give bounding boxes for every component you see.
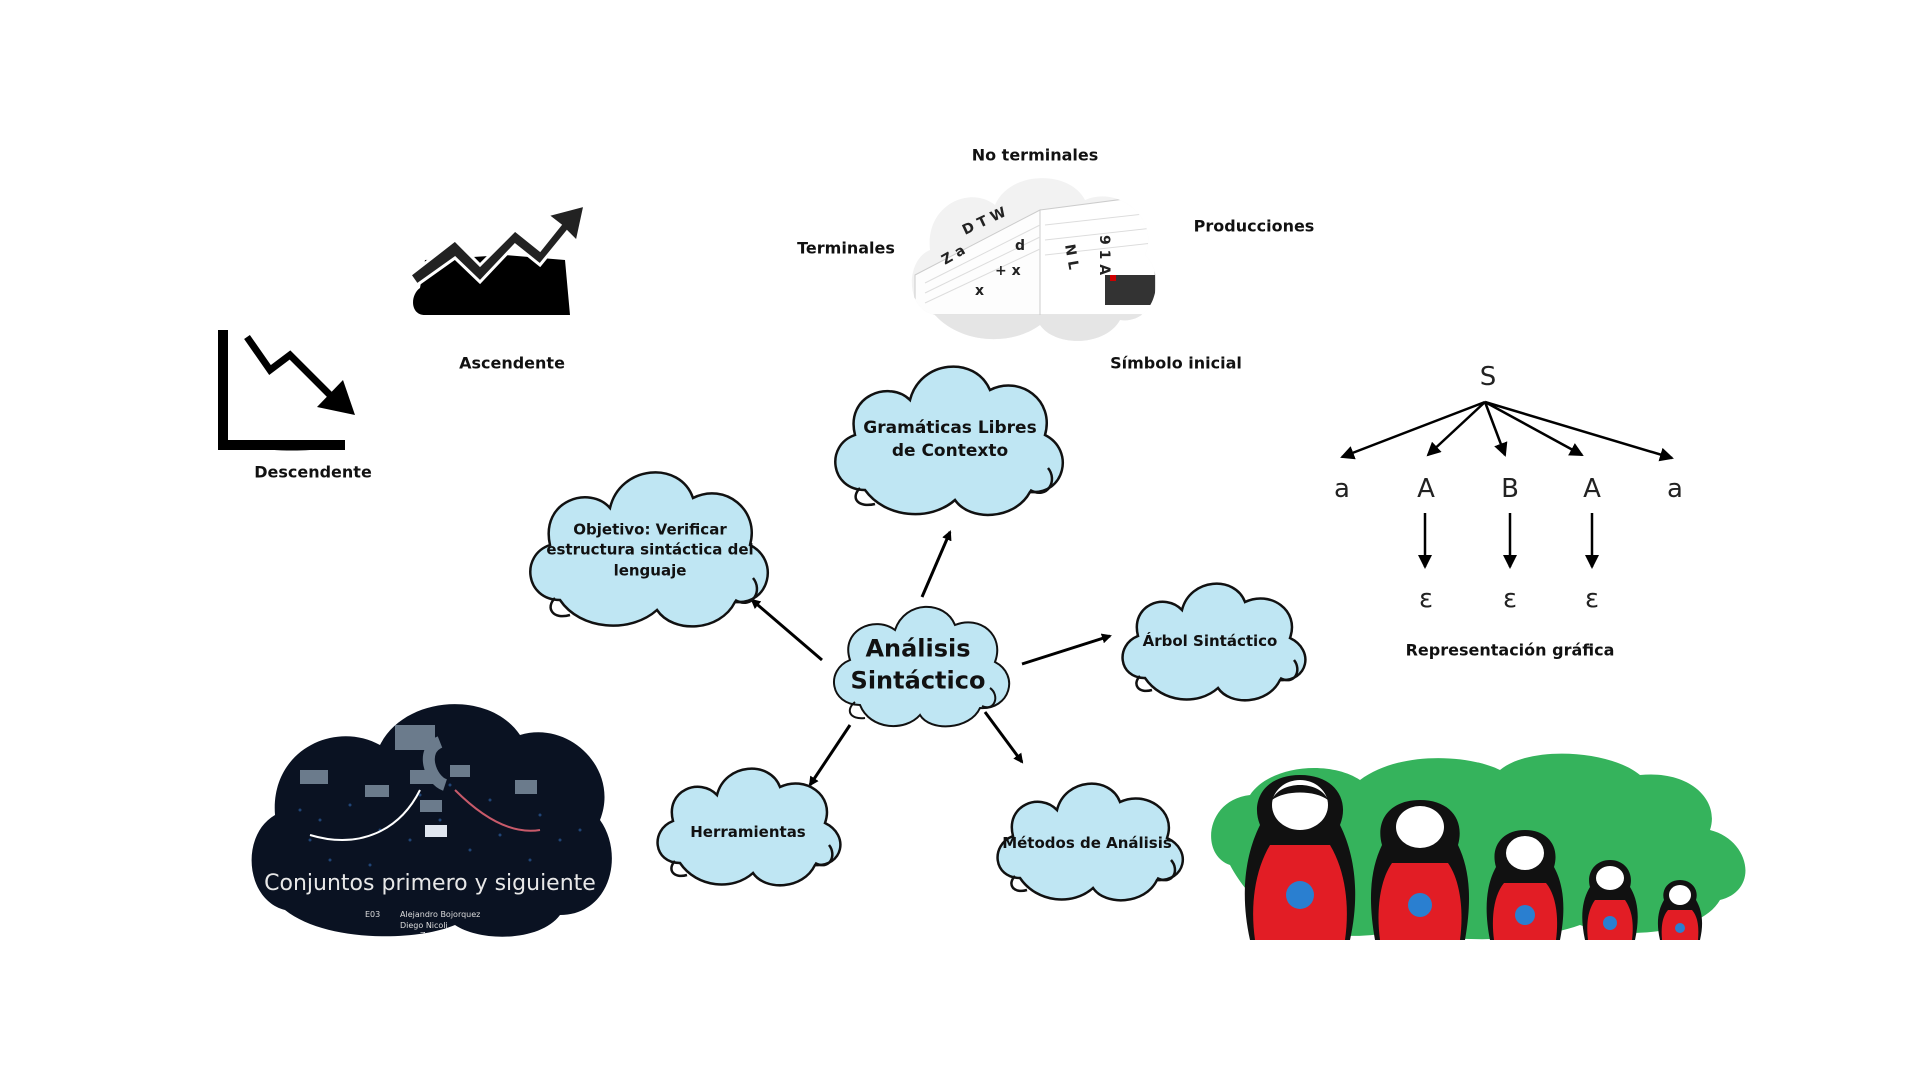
label-terminales: Terminales <box>797 238 895 258</box>
doll <box>1486 830 1564 940</box>
label-no-terminales: No terminales <box>971 145 1099 165</box>
doll <box>1370 800 1470 940</box>
slide-author: Alejandro Bojorquez <box>400 910 480 919</box>
herramientas-cloud <box>656 767 842 887</box>
tree-epsilon: ε <box>1419 584 1433 614</box>
parse-tree-diagram: S a A B A a ε ε ε <box>1334 362 1683 614</box>
svg-text:d: d <box>1015 238 1025 254</box>
doll <box>1657 880 1703 940</box>
slide-title: Conjuntos primero y siguiente <box>264 871 596 896</box>
arrow-to-gramaticas <box>920 530 952 598</box>
arrow-to-objetivo <box>750 598 823 662</box>
objetivo-label: Objetivo: Verificar estructura sintáctica… <box>546 520 754 580</box>
gramaticas-cloud <box>834 365 1064 517</box>
tree-root: S <box>1480 362 1497 392</box>
center-cloud <box>833 605 1011 728</box>
center-title: Análisis Sintáctico <box>850 634 986 695</box>
label-producciones: Producciones <box>1193 216 1315 236</box>
arbol-label: Árbol Sintáctico <box>1142 631 1278 650</box>
tree-child: A <box>1417 474 1435 504</box>
book-letters-image: D T W Z a + x N L 9 1 A d x <box>911 178 1157 341</box>
objetivo-cloud <box>529 471 769 628</box>
tree-epsilon: ε <box>1503 584 1517 614</box>
gramaticas-label: Gramáticas Libres de Contexto <box>863 418 1037 461</box>
conjuntos-slide-image: Conjuntos primero y siguiente E03 Alejan… <box>251 704 612 940</box>
label-ascendente: Ascendente <box>459 353 565 373</box>
label-descendente: Descendente <box>254 462 372 482</box>
metodos-cloud <box>996 782 1185 902</box>
svg-text:N L: N L <box>1061 243 1081 271</box>
descending-chart-icon <box>218 330 355 451</box>
doll <box>1244 775 1356 940</box>
arrow-to-arbol <box>1021 633 1112 666</box>
arrow-to-herramientas <box>808 724 852 787</box>
metodos-label: Métodos de Análisis <box>1002 833 1172 852</box>
label-representacion-grafica: Representación gráfica <box>1405 640 1615 660</box>
herramientas-label: Herramientas <box>690 822 806 841</box>
slide-code: E03 <box>365 910 380 919</box>
label-simbolo-inicial: Símbolo inicial <box>1110 353 1242 373</box>
slide-author: Zapata <box>420 931 449 940</box>
slide-author: Diego Nicoli <box>400 921 448 930</box>
svg-text:x: x <box>975 283 984 299</box>
arbol-cloud <box>1121 582 1307 702</box>
ascending-chart-icon <box>407 202 587 315</box>
tree-child: A <box>1583 474 1601 504</box>
svg-text:9 1 A: 9 1 A <box>1096 235 1112 275</box>
tree-epsilon: ε <box>1585 584 1599 614</box>
tree-child: a <box>1334 474 1350 504</box>
doll <box>1582 860 1638 940</box>
svg-text:+ x: + x <box>995 263 1021 279</box>
tree-child: B <box>1501 474 1519 504</box>
matryoshka-dolls-image <box>1211 753 1746 940</box>
arrow-to-metodos <box>983 711 1024 764</box>
tree-child: a <box>1667 474 1683 504</box>
